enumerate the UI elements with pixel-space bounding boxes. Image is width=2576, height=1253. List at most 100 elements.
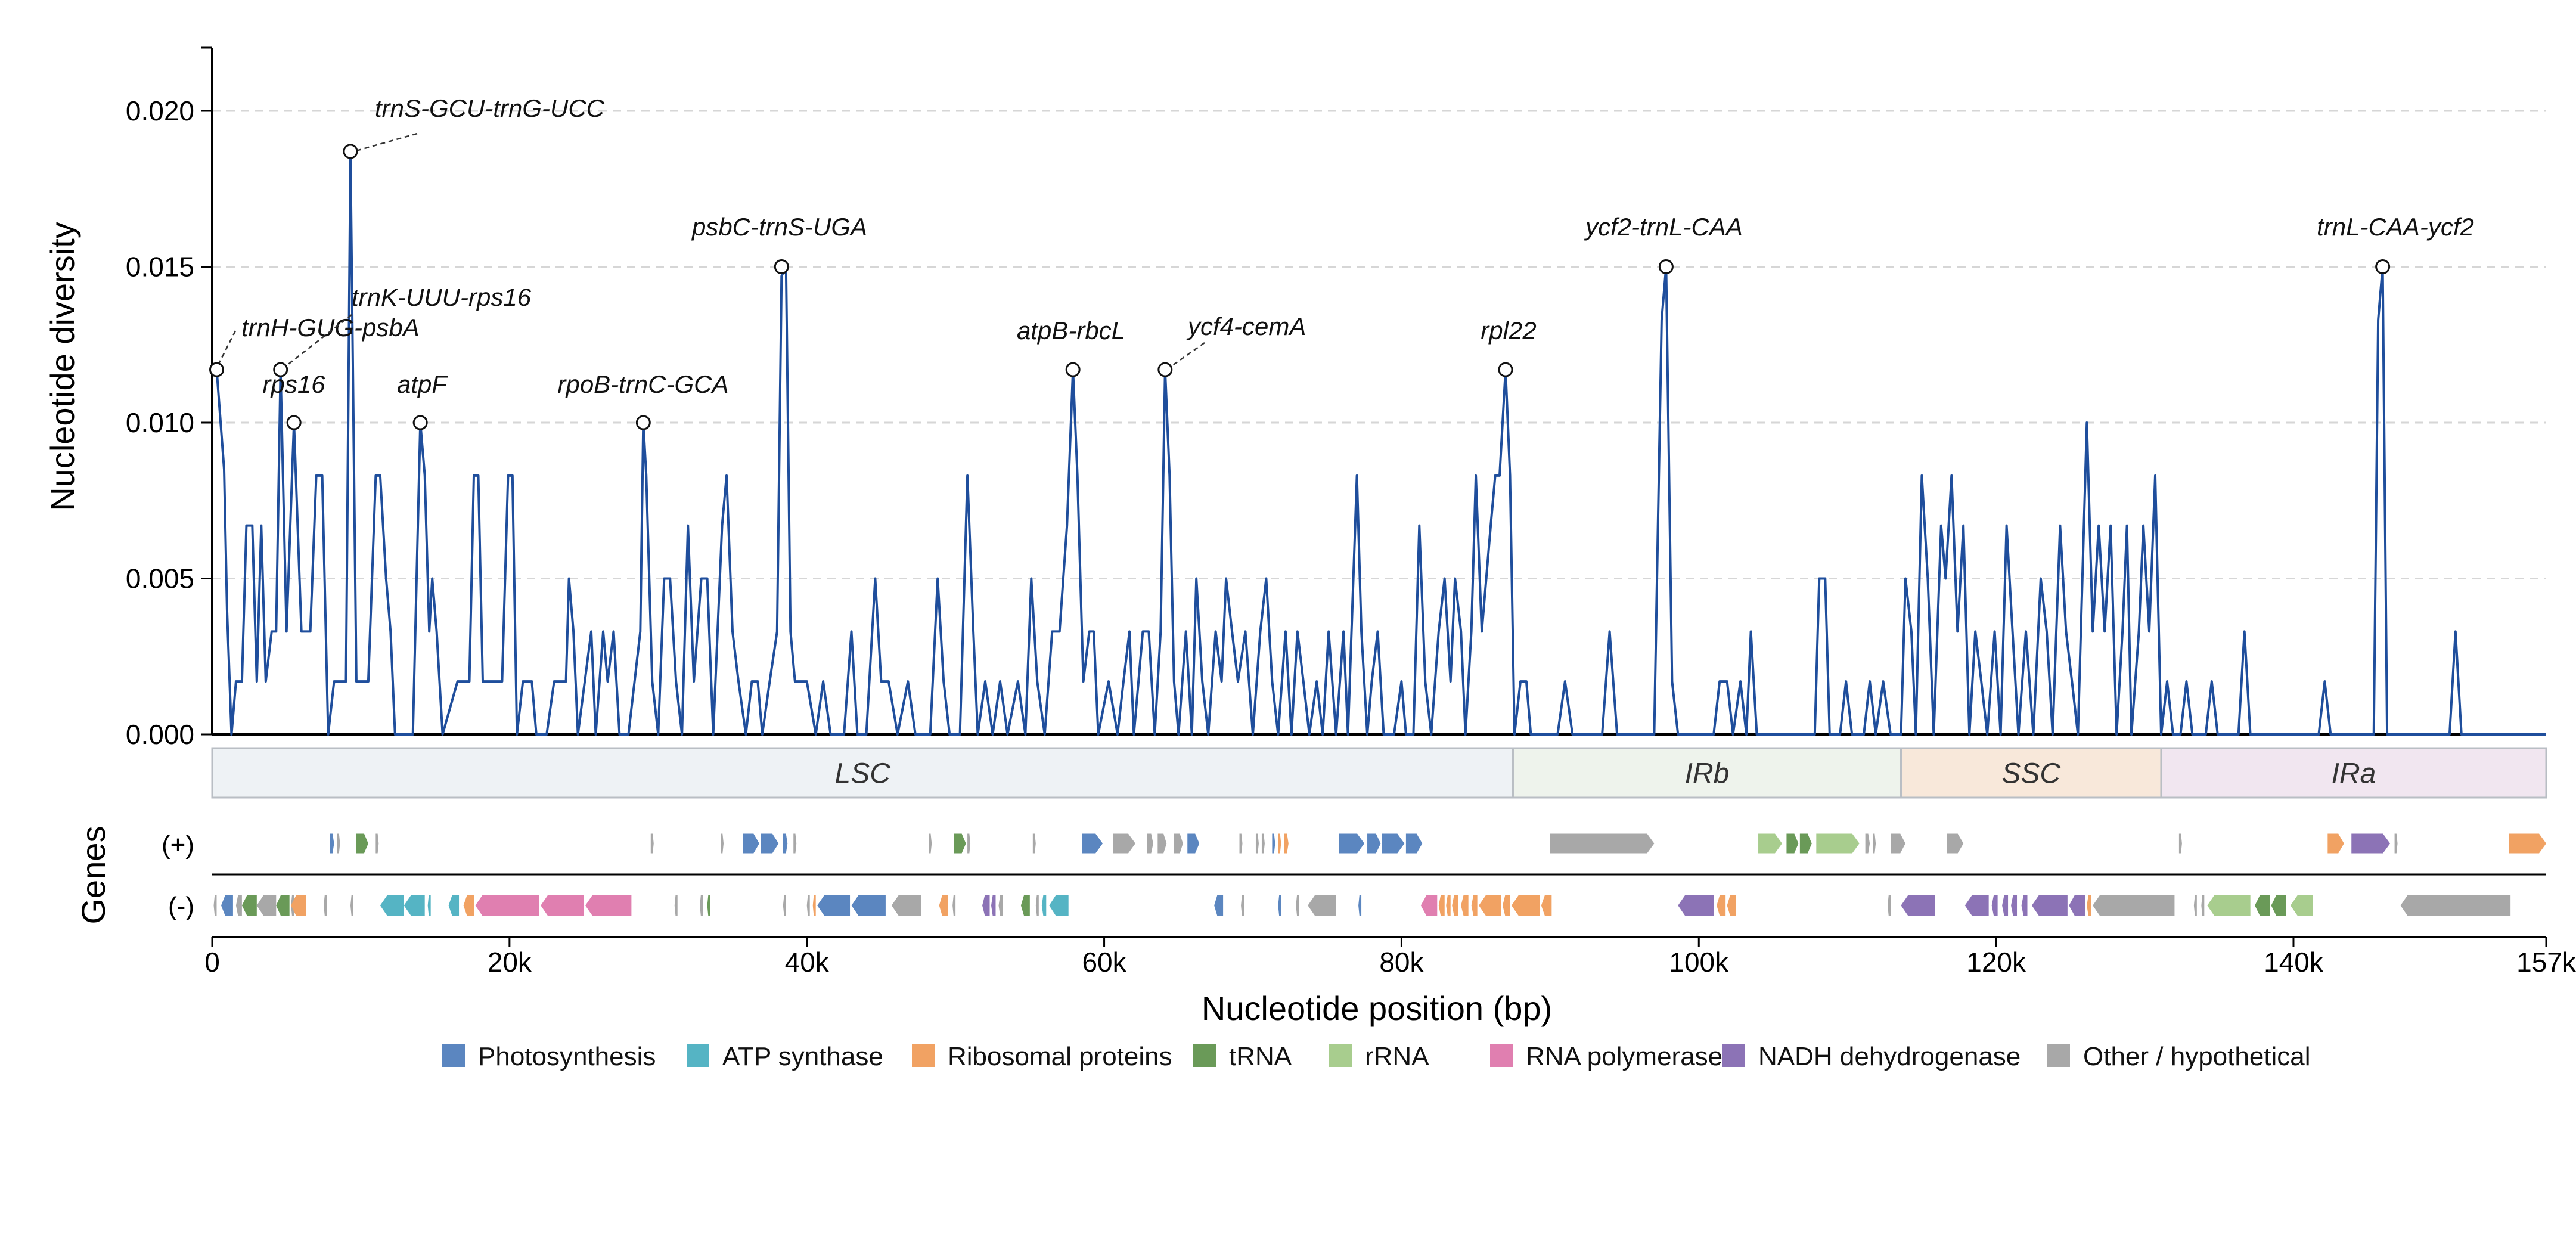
gene-plus: [2509, 833, 2546, 854]
gene-minus: [952, 895, 956, 916]
gene-plus: [2394, 833, 2398, 854]
gene-plus: [1947, 833, 1964, 854]
peak-label: atpB-rbcL: [1017, 317, 1125, 345]
gene-minus: [1964, 895, 1989, 916]
gene-plus: [1239, 833, 1243, 854]
peak-marker: [412, 415, 428, 430]
gene-minus: [256, 895, 277, 916]
gene-minus: [1727, 895, 1736, 916]
peak-label: trnS-GCU-trnG-UCC: [375, 94, 605, 122]
peak-marker: [1658, 259, 1674, 274]
peak-label: trnK-UUU-rps16: [352, 283, 532, 311]
gene-plus: [1147, 833, 1153, 854]
legend-swatch: [912, 1044, 935, 1067]
peak-label: rpoB-trnC-GCA: [557, 370, 728, 398]
region-ssc-label: SSC: [2001, 758, 2060, 790]
gene-plus: [356, 833, 368, 854]
region-ira-band: [2160, 747, 2547, 799]
gene-minus: [2093, 895, 2175, 916]
x-tick-label: 80k: [1379, 947, 1424, 978]
gene-minus: [1717, 895, 1726, 916]
gene-minus: [851, 895, 886, 916]
gene-plus: [1032, 833, 1036, 854]
x-tick-label: 140k: [2264, 947, 2324, 978]
gene-plus: [1284, 833, 1289, 854]
gene-plus: [1382, 833, 1405, 854]
peak-marker: [209, 362, 224, 377]
peak-leader-line: [1168, 342, 1205, 370]
region-lsc-label: LSC: [835, 758, 891, 790]
peak-label: rpl22: [1481, 317, 1536, 345]
peak-marker: [1498, 362, 1513, 377]
legend-label: Photosynthesis: [478, 1042, 656, 1071]
gene-plus: [1113, 833, 1135, 854]
peak-label: atpF: [397, 370, 448, 398]
gene-minus: [2087, 895, 2091, 916]
gene-minus: [891, 895, 921, 916]
gene-plus: [330, 833, 334, 854]
plus-strand-label: (+): [162, 830, 194, 860]
peak-label: psbC-trnS-UGA: [691, 213, 867, 241]
gene-plus: [761, 833, 779, 854]
legend-swatch: [1490, 1044, 1513, 1067]
gene-plus: [783, 833, 788, 854]
gene-plus: [954, 833, 966, 854]
x-tick-label: 120k: [1966, 947, 2026, 978]
gene-minus: [2271, 895, 2286, 916]
gene-plus: [1272, 833, 1275, 854]
legend-swatch: [1193, 1044, 1216, 1067]
legend-swatch: [2047, 1044, 2070, 1067]
peak-label: ycf2-trnL-CAA: [1584, 213, 1743, 241]
legend-label: NADH dehydrogenase: [1758, 1042, 2021, 1071]
gene-plus: [1758, 833, 1782, 854]
gene-plus: [1255, 833, 1259, 854]
axis-layer: 0.000 0.005 0.010 0.015 0.020 0 20k 40k 60k 80k 10…: [126, 46, 2576, 978]
minus-strand-label: (-): [168, 892, 194, 921]
gene-plus: [2327, 833, 2344, 854]
y-tick-label: 0.015: [126, 252, 194, 283]
gene-plus: [1082, 833, 1103, 854]
gene-minus: [1452, 895, 1458, 916]
gene-plus: [375, 833, 379, 854]
region-irb-band: [1512, 747, 1902, 799]
gene-minus: [1479, 895, 1501, 916]
gene-minus: [213, 895, 217, 916]
gene-minus: [2290, 895, 2313, 916]
gene-plus: [650, 833, 654, 854]
peak-label: trnH-GUG-psbA: [241, 314, 420, 342]
peak-marker: [774, 259, 789, 274]
gene-minus: [427, 895, 431, 916]
gene-minus: [241, 895, 257, 916]
gene-minus: [1438, 895, 1445, 916]
gene-minus: [475, 895, 539, 916]
legend-label: Other / hypothetical: [2083, 1042, 2311, 1071]
gene-plus: [1550, 833, 1655, 854]
peak-leader-line: [215, 330, 237, 369]
x-tick-label: 60k: [1082, 947, 1126, 978]
gene-minus: [2069, 895, 2085, 916]
peak-marker: [273, 362, 288, 377]
gene-plus: [743, 833, 759, 854]
legend-label: ATP synthase: [722, 1042, 883, 1071]
region-layer: LSC IRb SSC IRa: [211, 747, 2547, 799]
legend-swatch: [1722, 1044, 1745, 1067]
gene-minus: [541, 895, 584, 916]
gene-minus: [1541, 895, 1552, 916]
gene-minus: [1461, 895, 1469, 916]
gene-minus: [276, 895, 290, 916]
gene-layer: [212, 833, 2546, 916]
genes-track-title: Genes: [75, 826, 112, 925]
region-ssc-band: [1900, 747, 2162, 799]
gene-minus: [2011, 895, 2018, 916]
legend-label: RNA polymerase: [1526, 1042, 1722, 1071]
gene-minus: [2207, 895, 2251, 916]
region-ira-label: IRa: [2332, 758, 2376, 790]
diversity-line: [215, 150, 2546, 736]
gene-minus: [1308, 895, 1336, 916]
gene-plus: [1339, 833, 1365, 854]
x-tick-label: 157k: [2516, 947, 2576, 978]
x-tick-label: 40k: [785, 947, 830, 978]
gene-minus: [812, 895, 816, 916]
